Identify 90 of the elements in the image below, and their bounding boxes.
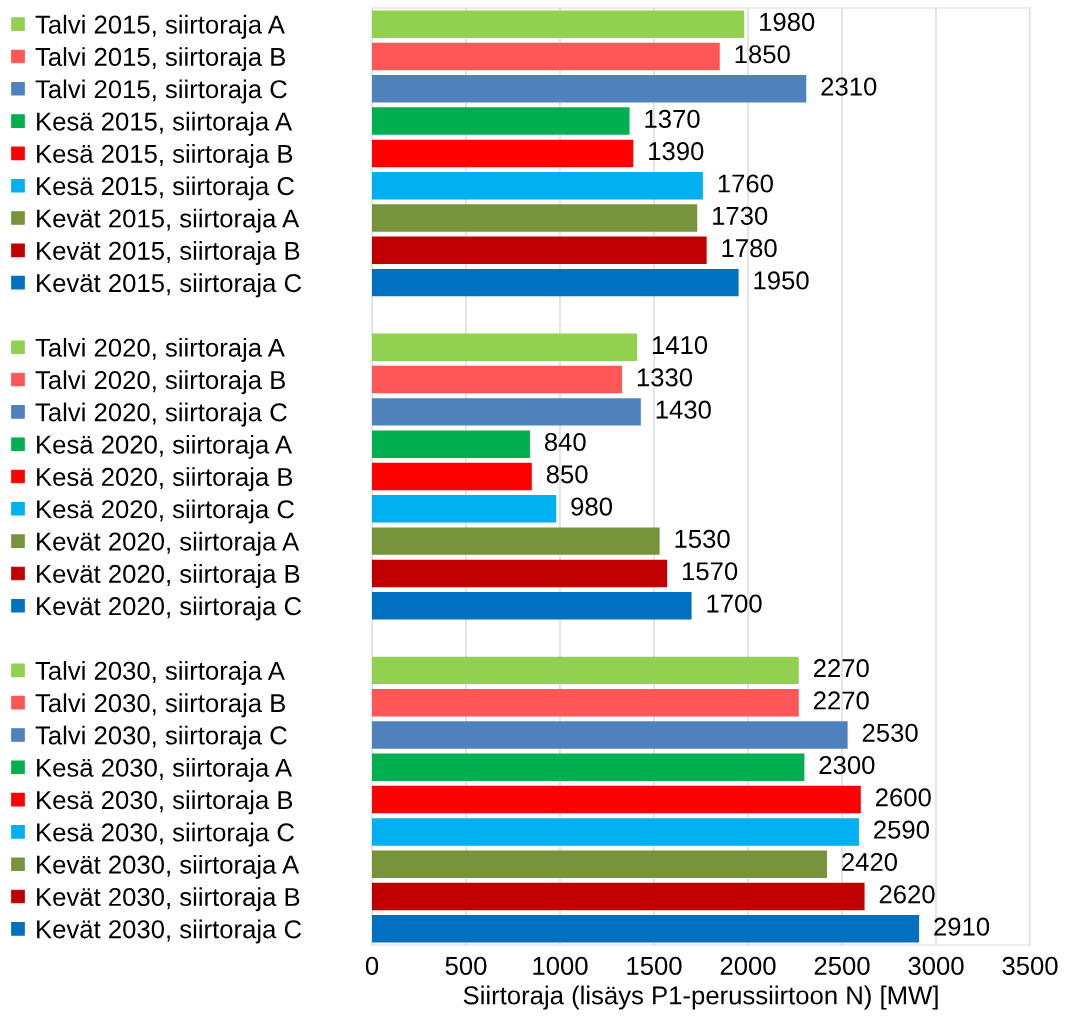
y-tick-label: Kevät 2030, siirtoraja C <box>37 919 302 944</box>
x-tick-label: 2000 <box>720 956 776 975</box>
data-label: 850 <box>546 465 588 484</box>
y-tick-label: Talvi 2030, siirtoraja B <box>35 693 285 718</box>
data-label: 1980 <box>760 12 815 32</box>
data-label: 1430 <box>656 400 711 419</box>
data-label: 2310 <box>821 77 877 96</box>
y-tick-label: Talvi 2020, siirtoraja B <box>35 370 285 395</box>
bar <box>372 139 634 168</box>
data-label: 2270 <box>813 659 869 678</box>
y-tick-label: Kesä 2020, siirtoraja A <box>37 434 293 459</box>
bar <box>372 688 799 717</box>
bar <box>372 527 660 555</box>
y-tick-label: Kevät 2015, siirtoraja C <box>37 273 302 298</box>
data-label: 1390 <box>649 142 704 161</box>
data-label: 2300 <box>819 756 875 775</box>
data-label: 980 <box>571 497 612 516</box>
y-tick-label: Kesä 2020, siirtoraja C <box>37 499 294 524</box>
bar <box>372 592 692 620</box>
y-tick-label: Talvi 2030, siirtoraja C <box>35 725 287 750</box>
y-tick-label: Kesä 2015, siirtoraja A <box>37 111 293 136</box>
y-tick-label: Kevät 2015, siirtoraja A <box>37 208 300 233</box>
data-label: 1760 <box>718 174 773 193</box>
y-tick-label: Kesä 2030, siirtoraja A <box>37 757 293 782</box>
y-tick-label: Talvi 2015, siirtoraja A <box>35 14 285 39</box>
x-tick-label: 500 <box>445 956 487 975</box>
y-tick-label: Kevät 2020, siirtoraja C <box>37 596 302 621</box>
y-tick-label: Talvi 2020, siirtoraja C <box>35 402 287 427</box>
y-tick-label: Talvi 2015, siirtoraja B <box>35 47 285 72</box>
bar <box>372 785 861 814</box>
y-tick-label: Kesä 2020, siirtoraja B <box>37 467 293 492</box>
y-tick-label: Kevät 2015, siirtoraja B <box>37 241 300 265</box>
x-tick-label: 3000 <box>908 956 964 975</box>
bar <box>372 721 848 749</box>
x-tick-label: 1500 <box>627 956 682 975</box>
data-label: 2420 <box>842 852 897 872</box>
bar <box>372 495 557 523</box>
bar <box>372 236 707 265</box>
y-tick-label: Kesä 2015, siirtoraja B <box>37 144 293 169</box>
bar <box>372 75 807 103</box>
y-tick-label: Talvi 2030, siirtoraja A <box>35 661 285 685</box>
data-label: 2600 <box>875 788 931 807</box>
data-label: 1370 <box>645 109 700 128</box>
bar <box>372 107 630 135</box>
data-label: 1570 <box>683 562 738 581</box>
x-tick-label: 1000 <box>533 956 588 975</box>
bar <box>372 42 720 71</box>
data-label: 2910 <box>934 917 990 936</box>
bar <box>372 882 865 911</box>
bar <box>372 10 745 38</box>
bar <box>372 268 739 297</box>
data-label: 1530 <box>675 529 730 549</box>
y-tick-label: Kevät 2030, siirtoraja A <box>37 854 300 879</box>
bar <box>372 753 805 782</box>
bar <box>372 850 827 878</box>
bar <box>372 430 530 458</box>
y-tick-label: Kesä 2030, siirtoraja B <box>37 790 293 815</box>
data-label: 1730 <box>713 206 768 225</box>
data-label: 1410 <box>652 335 708 355</box>
y-tick-label: Kesä 2015, siirtoraja C <box>37 176 294 201</box>
data-label: 1700 <box>707 594 762 613</box>
x-axis-title: Siirtoraja (lisäys P1-perussiirtoon N) [MW] <box>463 985 938 1010</box>
data-label: 1330 <box>637 368 693 387</box>
x-tick-label: 0 <box>365 956 379 975</box>
data-label: 1780 <box>722 239 777 258</box>
data-label: 840 <box>544 432 586 452</box>
x-tick-label: 2500 <box>814 956 870 975</box>
x-tick-label: 3500 <box>1002 956 1058 975</box>
bar <box>372 656 799 685</box>
data-label: 2530 <box>862 723 918 742</box>
bar <box>372 398 641 426</box>
data-label: 2620 <box>879 885 935 904</box>
y-tick-label: Kevät 2020, siirtoraja B <box>37 564 300 589</box>
bar <box>372 204 698 232</box>
bar <box>372 559 668 588</box>
y-tick-label: Talvi 2020, siirtoraja A <box>35 337 285 362</box>
y-tick-label: Kesä 2030, siirtoraja C <box>37 822 294 847</box>
bar <box>372 462 532 491</box>
bar <box>372 915 920 943</box>
data-label: 1950 <box>754 271 809 290</box>
bar <box>372 365 623 394</box>
data-label: 2270 <box>813 691 869 710</box>
bar <box>372 333 638 361</box>
data-label: 1850 <box>735 45 790 64</box>
y-tick-label: Kevät 2020, siirtoraja A <box>37 531 300 556</box>
bar <box>372 818 859 846</box>
y-tick-label: Kevät 2030, siirtoraja B <box>37 887 300 912</box>
y-tick-label: Talvi 2015, siirtoraja C <box>35 79 287 104</box>
data-label: 2590 <box>874 820 929 839</box>
bar <box>372 171 703 200</box>
